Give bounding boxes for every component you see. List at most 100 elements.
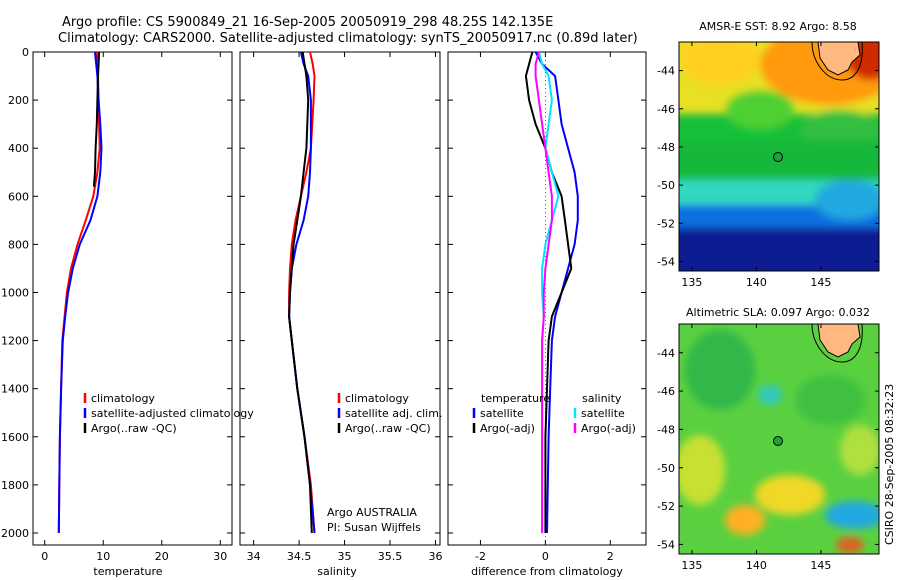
map-y-tick-label: -52 (657, 500, 675, 513)
temperature-plot: 0 10 20 30 (33, 51, 232, 563)
map-y-tick-label: -54 (657, 538, 675, 551)
sst-map-title: AMSR-E SST: 8.92 Argo: 8.58 (699, 20, 857, 33)
map-x-tick-label: 140 (746, 559, 767, 572)
sst-green-blob1 (725, 90, 795, 130)
series-line-argo-raw-qc- (288, 51, 313, 534)
map-y-tick-label: -50 (657, 179, 675, 192)
legend-label: climatology (345, 392, 409, 405)
legend-label: satellite adj. clim. (345, 407, 442, 420)
x-tick-label: 35 (338, 550, 352, 563)
map-x-tick-label: 145 (810, 559, 831, 572)
legend-label: Argo(-adj) (480, 422, 535, 435)
sst-map-frame (678, 41, 880, 272)
map-x-tick-label: 135 (681, 559, 702, 572)
depth-tick-label: 1800 (1, 479, 29, 492)
sla-argo-marker (773, 436, 783, 446)
sla-green-blob1 (685, 330, 755, 410)
sst-green-blob2 (800, 110, 879, 150)
salinity-panel-frame (239, 51, 441, 546)
sla-green-blob2 (795, 375, 865, 425)
map-y-tick-label: -44 (657, 65, 675, 78)
sst-teal-blob (815, 180, 879, 220)
pi-annotation: PI: Susan Wijffels (327, 521, 421, 534)
depth-tick-label: 800 (8, 238, 29, 251)
figure-title-line1: Argo profile: CS 5900849_21 16-Sep-2005 … (62, 15, 553, 30)
depth-axis: 0 200 400 600 800 1000 1200 1400 1600 1800 2000 (1, 46, 29, 540)
difference-panel-frame (447, 51, 647, 546)
map-y-tick-label: -48 (657, 423, 675, 436)
salinity-xlabel: salinity (317, 565, 357, 578)
legend-group-salinity: salinity (582, 392, 622, 405)
temperature-legend: climatology satellite-adjusted climatolog… (83, 392, 254, 435)
depth-tick-label: 1000 (1, 286, 29, 299)
depth-tick-label: 0 (22, 46, 29, 59)
sla-orange-blob (725, 505, 765, 535)
x-tick-label: 0 (41, 550, 48, 563)
map-y-tick-label: -44 (657, 347, 675, 360)
difference-xlabel: difference from climatology (471, 565, 623, 578)
x-tick-label: 30 (213, 550, 227, 563)
legend-label: satellite-adjusted climatology (91, 407, 254, 420)
map-x-tick-label: 140 (746, 276, 767, 289)
sla-contour (811, 324, 863, 363)
sst-coastline (817, 42, 861, 76)
map-y-tick-label: -46 (657, 103, 675, 116)
sla-cyan-blob1 (758, 385, 782, 405)
map-x-tick-label: 135 (681, 276, 702, 289)
legend-label: Argo(-adj) (581, 422, 636, 435)
series-line-satellite (534, 51, 579, 534)
temperature-xlabel: temperature (93, 565, 162, 578)
sla-red-blob (836, 537, 864, 553)
salinity-legend: climatology satellite adj. clim. Argo(..ra… (337, 392, 442, 435)
x-tick-label: 0 (542, 550, 549, 563)
map-x-tick-label: 145 (810, 276, 831, 289)
x-tick-label: -2 (475, 550, 486, 563)
legend-group-temperature: temperature (481, 392, 550, 405)
sla-yellow-blob2 (755, 475, 825, 515)
legend-label: satellite (480, 407, 524, 420)
depth-tick-label: 200 (8, 94, 29, 107)
map-y-tick-label: -48 (657, 141, 675, 154)
map-y-tick-label: -52 (657, 217, 675, 230)
sla-cyan-blob2 (825, 501, 879, 529)
legend-label: Argo(..raw -QC) (345, 422, 431, 435)
sla-yellow-blob1 (679, 435, 725, 505)
salinity-plot: 34 34.5 35 35.5 36 (240, 51, 442, 563)
sst-contour (811, 42, 863, 81)
map-y-tick-label: -46 (657, 385, 675, 398)
map-y-tick-label: -50 (657, 462, 675, 475)
x-tick-label: 10 (96, 550, 110, 563)
legend-label: satellite (581, 407, 625, 420)
sla-field (679, 330, 879, 553)
series-line-argo-adj- (534, 51, 553, 533)
series-line-argo-adj- (524, 51, 573, 533)
sst-map-axes: 135 140 145 -44 -46 -48 -50 -52 -54 (657, 42, 879, 289)
depth-tick-label: 1200 (1, 335, 29, 348)
sst-argo-marker (773, 152, 783, 162)
series-line-argo-raw-qc- (92, 51, 101, 187)
depth-tick-label: 600 (8, 190, 29, 203)
temperature-panel-frame (32, 51, 233, 546)
sla-coastline (817, 324, 861, 358)
sla-map (679, 324, 879, 554)
argo-australia-annotation: Argo AUSTRALIA (327, 506, 417, 519)
x-tick-label: 35.5 (378, 550, 403, 563)
x-tick-label: 34 (247, 550, 261, 563)
x-tick-label: 36 (428, 550, 442, 563)
sst-map (679, 42, 879, 271)
map-y-tick-label: -54 (657, 255, 675, 268)
difference-legend: temperature salinity satellite Argo(-adj) sa… (472, 392, 636, 435)
legend-label: Argo(..raw -QC) (91, 422, 177, 435)
x-tick-label: 34.5 (287, 550, 312, 563)
sst-yellow-blob (680, 42, 760, 85)
sst-field (679, 42, 879, 271)
csiro-side-label: CSIRO 28-Sep-2005 08:32:23 (883, 384, 896, 545)
figure-title-line2: Climatology: CARS2000. Satellite-adjuste… (58, 31, 638, 46)
depth-tick-label: 1600 (1, 431, 29, 444)
sla-map-frame (678, 323, 880, 555)
sst-cold-band (679, 228, 879, 271)
depth-tick-label: 2000 (1, 527, 29, 540)
difference-plot: -2 0 2 (448, 51, 646, 563)
sla-yellow-blob3 (840, 425, 879, 475)
